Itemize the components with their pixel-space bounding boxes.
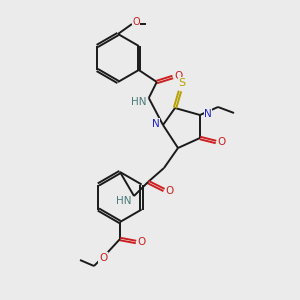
Text: O: O <box>218 137 226 147</box>
Text: O: O <box>138 237 146 247</box>
Text: S: S <box>178 78 186 88</box>
Text: O: O <box>175 71 183 81</box>
Text: O: O <box>99 253 107 263</box>
Text: O: O <box>132 17 140 27</box>
Text: N: N <box>204 109 212 119</box>
Text: O: O <box>166 186 174 196</box>
Text: HN: HN <box>116 196 132 206</box>
Text: HN: HN <box>131 97 146 107</box>
Text: N: N <box>152 119 160 129</box>
